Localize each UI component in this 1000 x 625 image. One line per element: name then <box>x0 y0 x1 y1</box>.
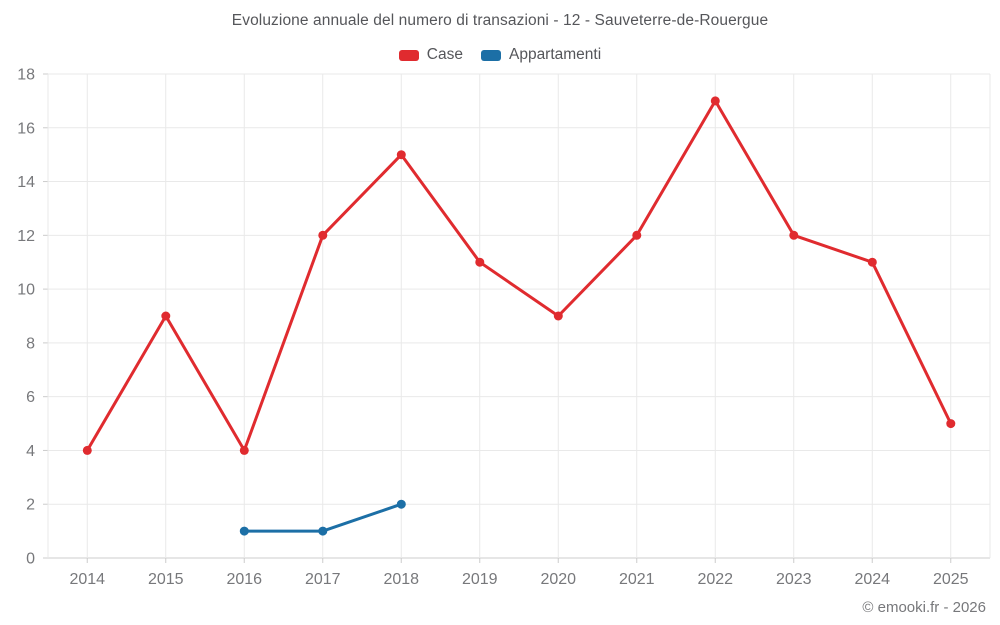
x-tick-label: 2015 <box>148 571 184 588</box>
x-tick-label: 2021 <box>619 571 655 588</box>
y-tick-label: 18 <box>17 67 35 84</box>
series-case-point[interactable] <box>710 96 720 106</box>
series-case-point[interactable] <box>161 311 171 321</box>
y-tick-label: 12 <box>17 228 35 245</box>
y-tick-label: 14 <box>17 174 35 191</box>
x-tick-label: 2018 <box>383 571 419 588</box>
y-tick-label: 4 <box>26 443 35 460</box>
y-tick-label: 16 <box>17 120 35 137</box>
series-case-point[interactable] <box>318 230 328 240</box>
series-case[interactable] <box>82 96 956 455</box>
x-tick-label: 2017 <box>305 571 341 588</box>
chart-legend: Case Appartamenti <box>0 45 1000 65</box>
legend-swatch-case <box>398 49 419 61</box>
y-tick-label: 0 <box>26 551 35 568</box>
legend-label: Case <box>426 46 463 63</box>
chart-title: Evoluzione annuale del numero di transaz… <box>231 12 769 29</box>
series-appartamenti-point[interactable] <box>318 526 328 536</box>
series-case-point[interactable] <box>475 257 485 267</box>
series-case-point[interactable] <box>946 419 956 429</box>
series-appartamenti[interactable] <box>239 499 406 536</box>
y-tick-label: 2 <box>26 497 35 514</box>
y-tick-label: 6 <box>26 389 35 406</box>
x-tick-label: 2016 <box>226 571 262 588</box>
x-tick-label: 2022 <box>697 571 733 588</box>
series-case-point[interactable] <box>239 445 249 455</box>
legend-swatch-appartamenti <box>480 49 501 61</box>
legend-item-appartamenti[interactable]: Appartamenti <box>480 46 602 64</box>
series-appartamenti-point[interactable] <box>396 499 406 509</box>
x-tick-label: 2024 <box>854 571 890 588</box>
series-case-point[interactable] <box>789 230 799 240</box>
x-tick-label: 2023 <box>776 571 812 588</box>
copyright-footer: © emooki.fr - 2026 <box>862 599 986 616</box>
legend-item-case[interactable]: Case <box>398 46 463 64</box>
series-case-point[interactable] <box>553 311 563 321</box>
series-case-line <box>85 99 953 452</box>
series-appartamenti-point[interactable] <box>239 526 249 536</box>
x-tick-label: 2025 <box>933 571 969 588</box>
series-case-point[interactable] <box>396 150 406 160</box>
series-case-point[interactable] <box>82 445 92 455</box>
y-tick-label: 8 <box>26 335 35 352</box>
series-case-point[interactable] <box>867 257 877 267</box>
x-tick-label: 2020 <box>540 571 576 588</box>
series-case-point[interactable] <box>632 230 642 240</box>
legend-label: Appartamenti <box>508 46 602 63</box>
y-tick-label: 10 <box>17 282 35 299</box>
x-tick-label: 2014 <box>69 571 105 588</box>
x-tick-label: 2019 <box>462 571 498 588</box>
